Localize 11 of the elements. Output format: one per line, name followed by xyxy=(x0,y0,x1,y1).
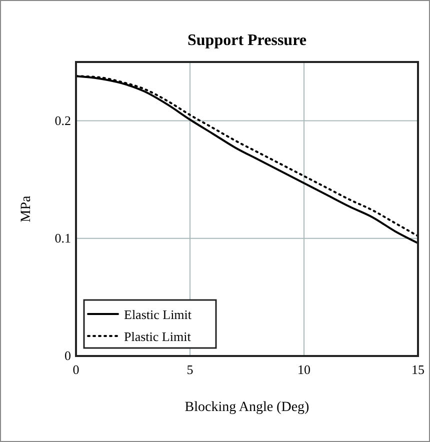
y-axis-title: MPa xyxy=(19,194,34,222)
y-tick-label: 0 xyxy=(64,348,71,363)
y-tick-label: 0.1 xyxy=(54,230,71,246)
x-axis-title: Blocking Angle (Deg) xyxy=(184,400,310,415)
chart-title: Support Pressure xyxy=(188,32,306,49)
x-tick-label: 10 xyxy=(298,362,310,377)
x-tick-label: 5 xyxy=(186,362,194,377)
legend-label: Plastic Limit xyxy=(124,329,192,344)
y-tick-label: 0.2 xyxy=(54,112,71,128)
legend-label: Elastic Limit xyxy=(124,307,192,322)
x-tick-label: 15 xyxy=(412,362,424,377)
